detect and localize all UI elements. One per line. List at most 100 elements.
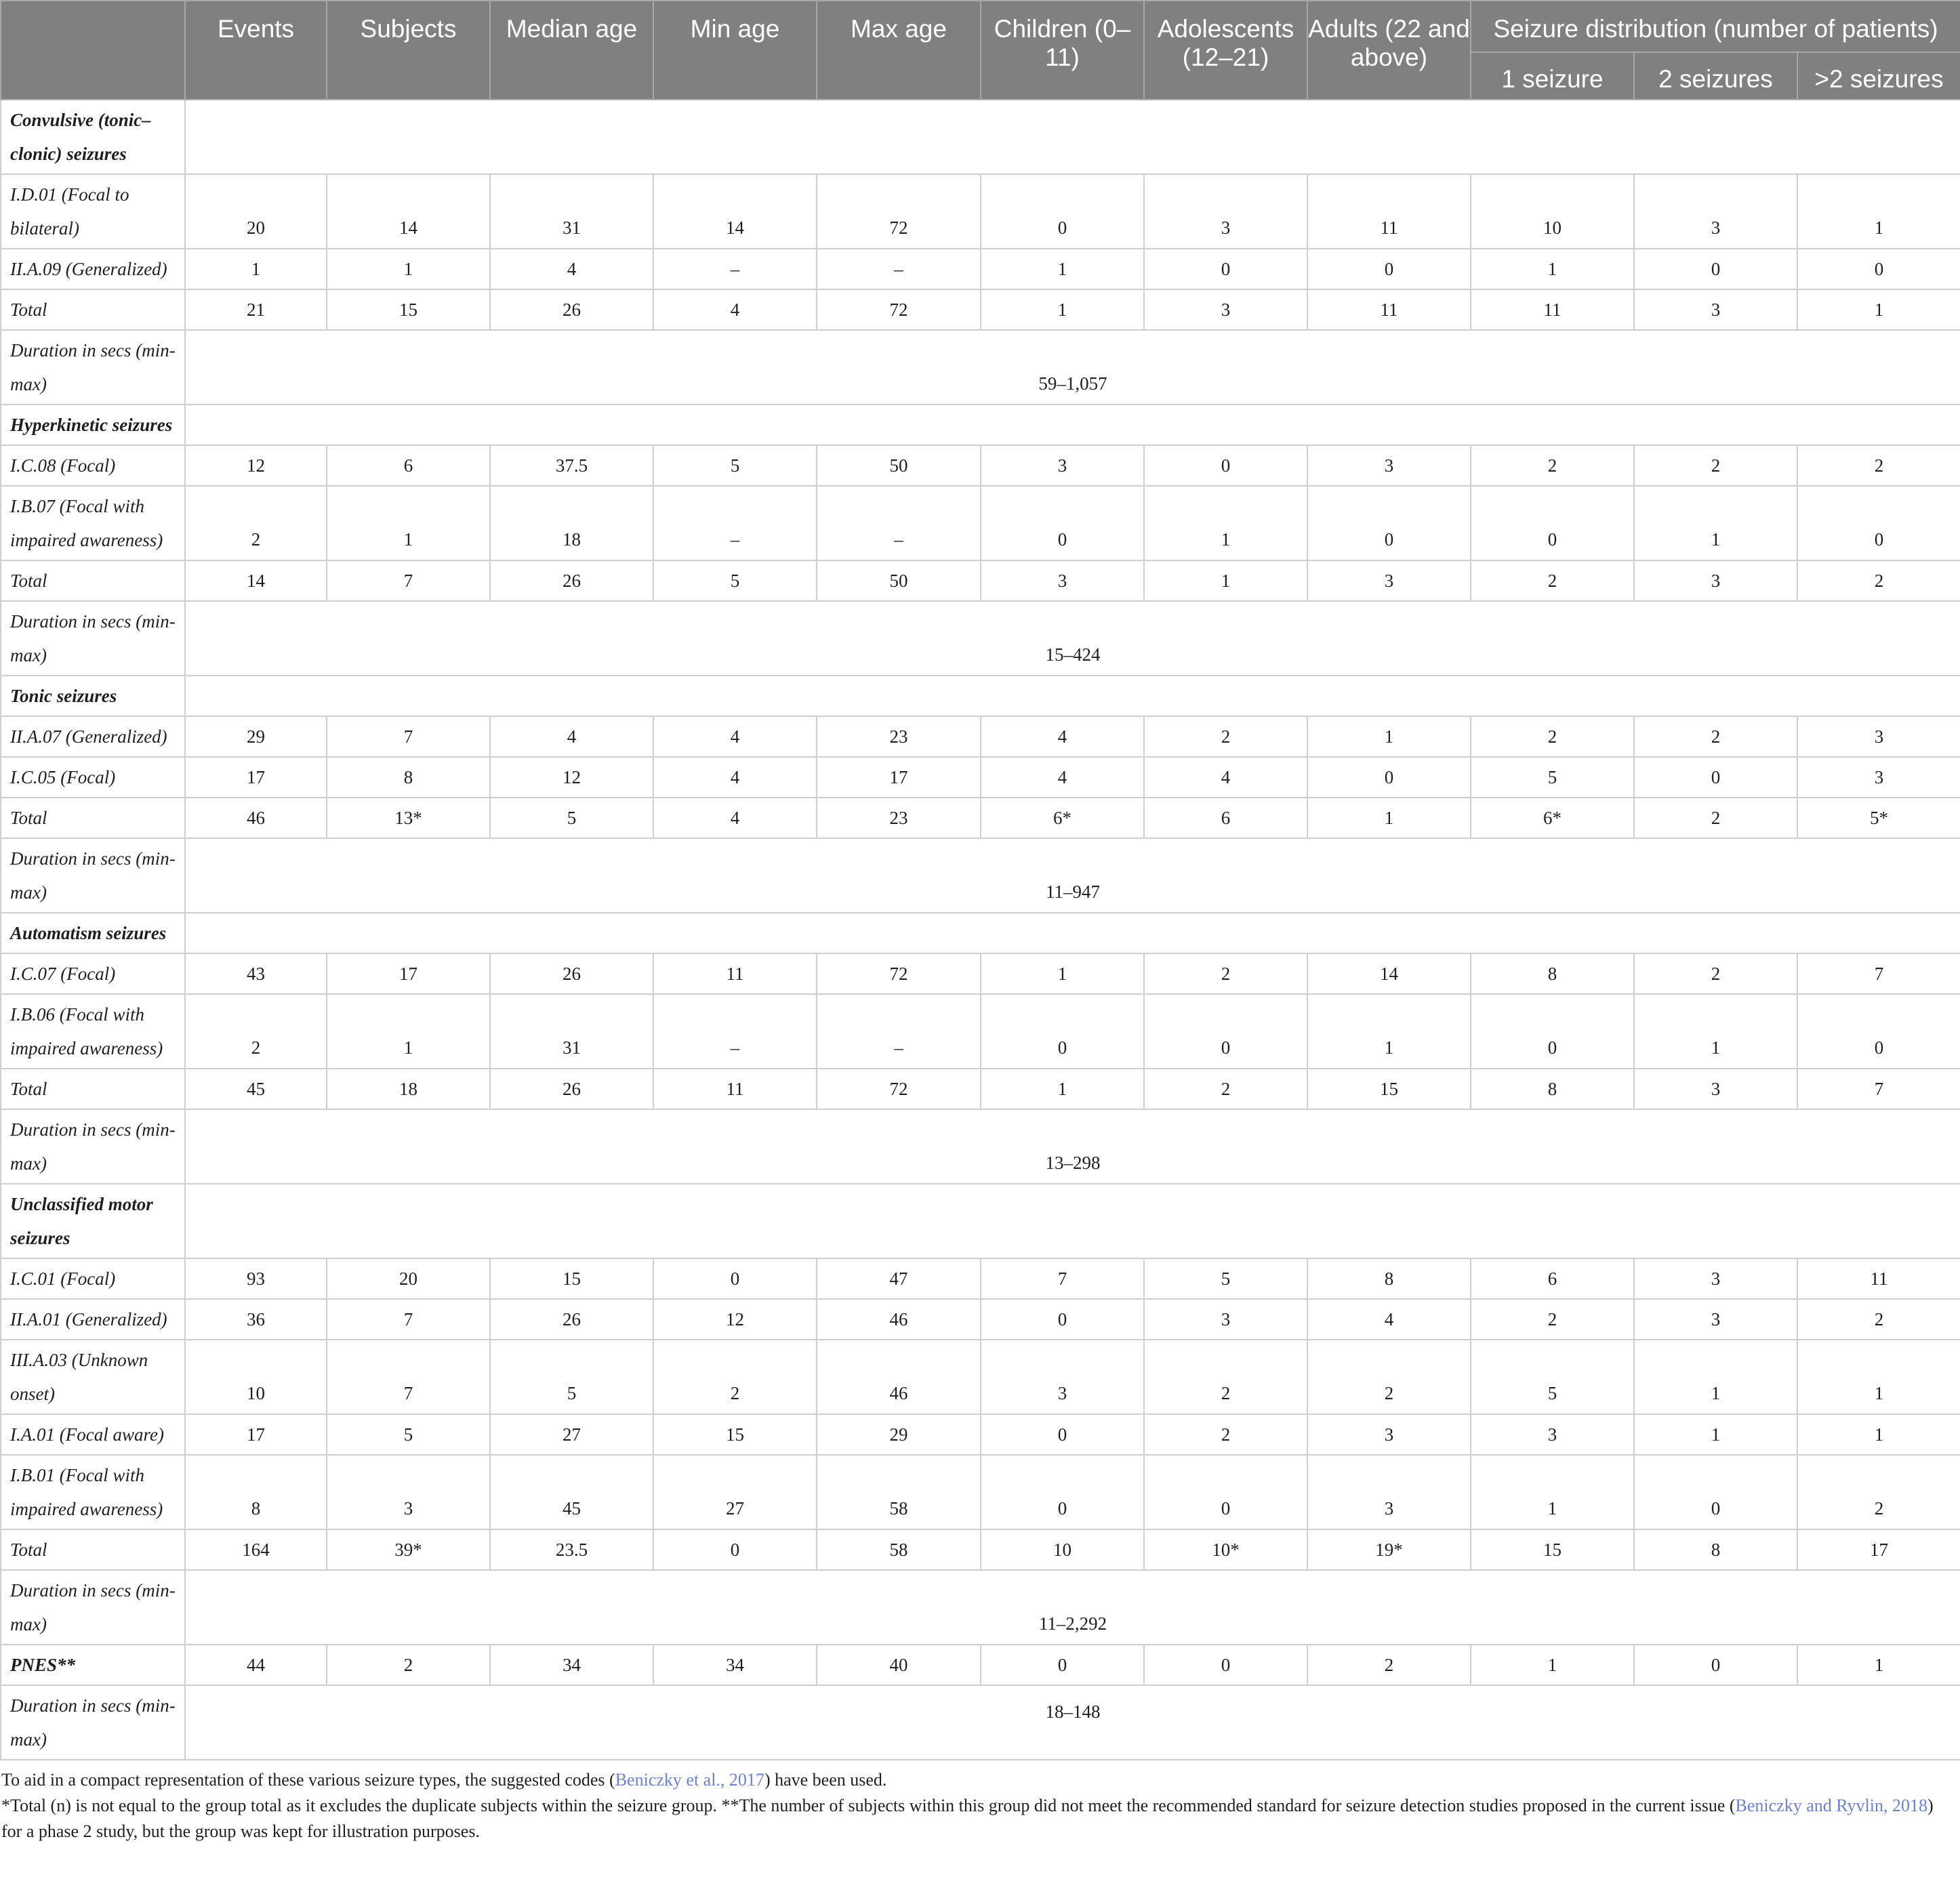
cell-two-seizures: 3	[1633, 173, 1798, 249]
table-row: II.A.09 (Generalized) 1 1 4– –1 0 0 1 0 0	[0, 248, 1960, 290]
cell-min-age: 5	[653, 445, 817, 487]
cell-max-age: 23	[816, 797, 981, 839]
header-max-age: Max age	[816, 0, 981, 100]
cell-events: 21	[184, 289, 327, 331]
cell-subjects: 14	[326, 173, 491, 249]
header-adolescents: Adolescents (12–21)	[1143, 0, 1308, 100]
cell-more-seizures: 0	[1796, 485, 1960, 561]
cell-median-age: 4	[489, 716, 654, 758]
cell-children: 1	[980, 248, 1145, 290]
cell-events: 36	[184, 1298, 327, 1340]
footnote-asterisks: *Total (n) is not equal to the group tot…	[1, 1793, 1953, 1844]
cell-events: 93	[184, 1258, 327, 1300]
duration-value: 11–947	[184, 838, 1960, 913]
cell-one-seizure: 1	[1470, 1454, 1635, 1530]
duration-value: 18–148	[184, 1685, 1960, 1760]
cell-one-seizure: 2	[1470, 445, 1635, 487]
cell-adults: 14	[1307, 953, 1471, 995]
cell-max-age: 58	[816, 1454, 981, 1530]
cell-events: 10	[184, 1339, 327, 1415]
cell-max-age: –	[816, 993, 981, 1069]
cell-adolescents: 3	[1143, 173, 1308, 249]
cell-one-seizure: 6*	[1470, 797, 1635, 839]
cell-max-age: 72	[816, 1068, 981, 1110]
cell-adolescents: 1	[1143, 485, 1308, 561]
cell-one-seizure: 0	[1470, 993, 1635, 1069]
cell-adolescents: 0	[1143, 993, 1308, 1069]
cell-median-age: 15	[489, 1258, 654, 1300]
duration-value: 11–2,292	[184, 1569, 1960, 1645]
cell-adolescents: 0	[1143, 445, 1308, 487]
cell-adults: 4	[1307, 1298, 1471, 1340]
cell-children: 4	[980, 716, 1145, 758]
cell-median-age: 26	[489, 289, 654, 331]
row-label: I.B.06 (Focal with impaired awareness)	[0, 993, 186, 1069]
cell-min-age: 4	[653, 797, 817, 839]
row-label: III.A.03 (Unknown onset)	[0, 1339, 186, 1415]
cell-one-seizure: 1	[1470, 1644, 1635, 1686]
cell-children: 4	[980, 756, 1145, 798]
row-label: Total	[0, 1529, 186, 1571]
cell-more-seizures: 1	[1796, 1644, 1960, 1686]
cell-one-seizure: 0	[1470, 485, 1635, 561]
cell-two-seizures: 3	[1633, 1068, 1798, 1110]
row-label: Total	[0, 1068, 186, 1110]
cell-adults: 3	[1307, 445, 1471, 487]
table-row: I.B.01 (Focal with impaired awareness) 8 3…	[0, 1454, 1960, 1530]
cell-two-seizures: 2	[1633, 445, 1798, 487]
cell-adults: 15	[1307, 1068, 1471, 1110]
cell-max-age: 50	[816, 445, 981, 487]
cell-two-seizures: 8	[1633, 1529, 1798, 1571]
cell-children: 3	[980, 560, 1145, 602]
cell-adults: 0	[1307, 756, 1471, 798]
cell-median-age: 5	[489, 1339, 654, 1415]
cell-max-age: 72	[816, 289, 981, 331]
cell-two-seizures: 0	[1633, 1454, 1798, 1530]
cell-children: 0	[980, 1414, 1145, 1456]
cell-children: 0	[980, 1298, 1145, 1340]
cell-events: 43	[184, 953, 327, 995]
cell-adults: 2	[1307, 1339, 1471, 1415]
cell-min-age: 34	[653, 1644, 817, 1686]
cell-median-age: 26	[489, 953, 654, 995]
cell-min-age: 4	[653, 716, 817, 758]
cell-one-seizure: 2	[1470, 716, 1635, 758]
section-title: Automatism seizures	[0, 912, 186, 954]
cell-adults: 3	[1307, 560, 1471, 602]
empty-cell	[184, 675, 1960, 717]
cell-subjects: 1	[326, 993, 491, 1069]
cell-subjects: 18	[326, 1068, 491, 1110]
cell-subjects: 15	[326, 289, 491, 331]
cell-adults: 1	[1307, 993, 1471, 1069]
cell-more-seizures: 1	[1796, 289, 1960, 331]
row-label: I.B.07 (Focal with impaired awareness)	[0, 485, 186, 561]
cell-one-seizure: 5	[1470, 756, 1635, 798]
citation-link[interactable]: Beniczky et al., 2017	[615, 1770, 764, 1790]
cell-adults: 2	[1307, 1644, 1471, 1686]
cell-median-age: 31	[489, 173, 654, 249]
section-title: Convulsive (tonic–clonic) seizures	[0, 99, 186, 175]
citation-link[interactable]: Beniczky and Ryvlin, 2018	[1735, 1796, 1928, 1815]
table-row: Total 46 13* 5 4 23 6* 6 1 6* 2 5*	[0, 797, 1960, 839]
cell-events: 2	[184, 485, 327, 561]
cell-adolescents: 2	[1143, 716, 1308, 758]
cell-min-age: 4	[653, 756, 817, 798]
cell-subjects: 7	[326, 560, 491, 602]
cell-max-age: 17	[816, 756, 981, 798]
header-subjects: Subjects	[326, 0, 491, 100]
cell-children: 1	[980, 1068, 1145, 1110]
header-events: Events	[184, 0, 327, 100]
cell-min-age: –	[653, 248, 817, 290]
cell-max-age: 29	[816, 1414, 981, 1456]
duration-label: Duration in secs (min-max)	[0, 1569, 186, 1645]
table-row: I.C.07 (Focal) 43 17 26 11 72 1 2 14 8 2 7	[0, 953, 1960, 995]
cell-max-age: –	[816, 248, 981, 290]
duration-label: Duration in secs (min-max)	[0, 600, 186, 676]
cell-two-seizures: 3	[1633, 560, 1798, 602]
cell-max-age: 46	[816, 1298, 981, 1340]
cell-two-seizures: 0	[1633, 756, 1798, 798]
cell-median-age: 26	[489, 560, 654, 602]
cell-adolescents: 5	[1143, 1258, 1308, 1300]
cell-children: 10	[980, 1529, 1145, 1571]
